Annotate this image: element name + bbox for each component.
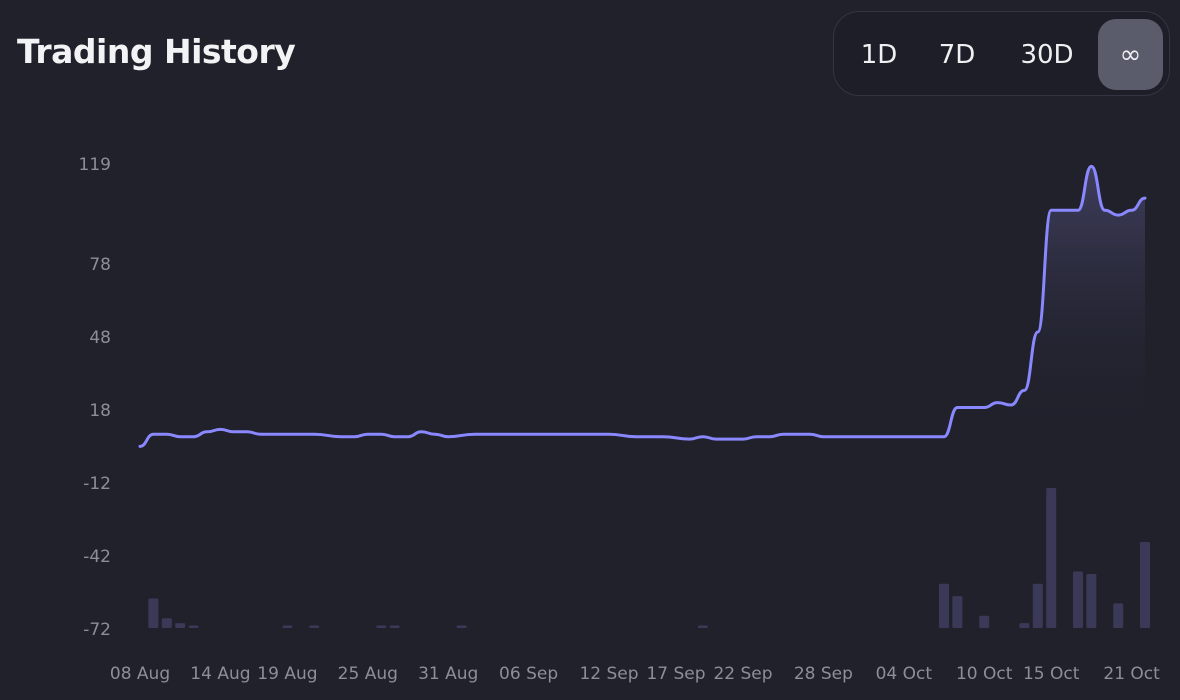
x-tick-label: 12 Sep [579,664,638,684]
range-7d-button[interactable]: 7D [938,39,976,70]
price-line [138,164,1147,448]
x-tick-label: 04 Oct [876,664,933,684]
volume-bar [979,615,990,628]
x-tick-label: 19 Aug [257,664,317,684]
volume-bar [188,625,199,628]
range-all-button[interactable]: ∞ [1098,19,1163,90]
volume-bars [148,488,1150,628]
volume-bar [1086,574,1097,628]
x-tick-label: 25 Aug [338,664,398,684]
x-tick-label: 14 Aug [190,664,250,684]
volume-bar [1073,571,1083,628]
volume-bar [1019,623,1030,628]
volume-bar [939,583,949,628]
y-tick-label: -42 [83,547,111,567]
volume-bar [1046,488,1057,628]
x-tick-label: 22 Sep [713,664,772,684]
time-range-selector: 1D 7D 30D ∞ [833,11,1170,96]
volume-bar [389,625,400,628]
y-tick-label: -72 [83,620,111,640]
range-1d-button[interactable]: 1D [860,39,898,70]
range-30d-button[interactable]: 30D [1020,39,1074,70]
area-fill [1011,166,1145,440]
x-tick-label: 15 Oct [1023,664,1080,684]
price-line-layer [138,164,1147,448]
y-tick-label: -12 [83,474,111,494]
volume-bar [161,618,172,628]
volume-bar [952,596,963,628]
x-tick-label: 28 Sep [794,664,853,684]
x-tick-label: 31 Aug [418,664,478,684]
x-axis: 08 Aug 14 Aug 19 Aug 25 Aug 31 Aug 06 Sep 12 S… [110,664,1160,684]
volume-bar [456,625,467,628]
price-area [1011,166,1145,440]
x-tick-label: 10 Oct [956,664,1013,684]
x-tick-label: 17 Sep [646,664,705,684]
volume-bar [148,598,159,628]
y-tick-label: 48 [89,328,111,348]
volume-bar [697,625,708,628]
volume-bar [175,623,186,628]
volume-bar [1113,603,1124,628]
volume-bar [376,625,387,628]
volume-bar [1140,542,1150,628]
volume-bar [1032,583,1043,628]
x-tick-label: 06 Sep [499,664,558,684]
volume-bar [282,625,293,628]
page-title: Trading History [17,32,296,71]
x-tick-label: 21 Oct [1103,664,1160,684]
y-tick-label: 18 [89,401,111,421]
x-tick-label: 08 Aug [110,664,170,684]
y-tick-label: 119 [79,155,111,175]
y-axis: 119 78 48 18 -12 -42 -72 [79,155,111,640]
volume-bar [309,625,320,628]
y-tick-label: 78 [89,255,111,275]
